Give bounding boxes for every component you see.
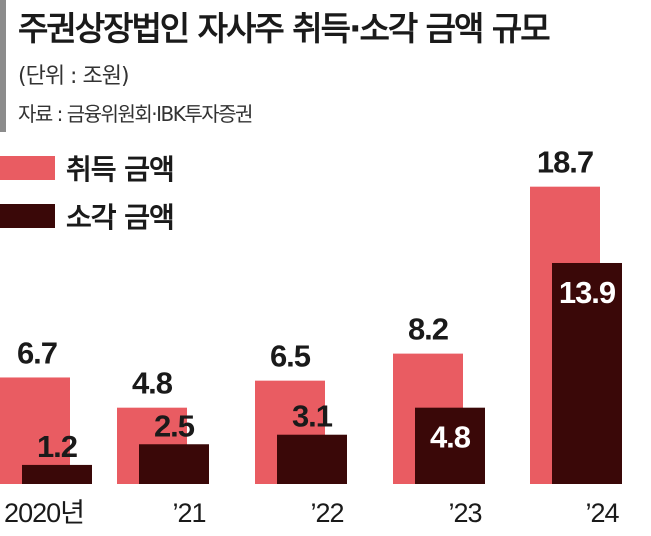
bar-cancellation xyxy=(277,434,347,484)
data-label-acquisition: 8.2 xyxy=(408,312,448,347)
x-tick-label: ’24 xyxy=(585,498,619,528)
data-label-acquisition: 6.7 xyxy=(17,335,57,370)
data-label-acquisition: 4.8 xyxy=(132,366,173,401)
legend-swatch-acquisition xyxy=(0,156,55,180)
data-label-cancellation: 13.9 xyxy=(559,275,616,310)
unit-label: (단위 : 조원) xyxy=(18,64,130,89)
x-tick-label: ’23 xyxy=(448,498,481,528)
legend-label-acquisition: 취득 금액 xyxy=(66,153,175,186)
bar-cancellation xyxy=(22,464,92,484)
bar-cancellation xyxy=(139,444,209,484)
data-label-acquisition: 18.7 xyxy=(537,145,593,180)
data-label-acquisition: 6.5 xyxy=(270,339,311,374)
bar-cancellation xyxy=(415,407,485,484)
bar-cancellation xyxy=(552,262,622,484)
title-accent-bar xyxy=(0,0,6,132)
data-label-cancellation: 3.1 xyxy=(292,399,333,434)
source-label: 자료 : 금융위원회·IBK투자증권 xyxy=(18,102,253,126)
data-label-cancellation: 4.8 xyxy=(430,420,471,455)
data-label-cancellation: 1.2 xyxy=(37,429,77,464)
legend-label-cancellation: 소각 금액 xyxy=(66,201,175,234)
legend-swatch-cancellation xyxy=(0,204,55,228)
chart-title: 주권상장법인 자사주 취득·소각 금액 규모 xyxy=(18,9,551,48)
data-label-cancellation: 2.5 xyxy=(154,408,195,443)
x-tick-label: 2020년 xyxy=(4,498,84,528)
x-tick-label: ’22 xyxy=(310,498,343,528)
x-tick-label: ’21 xyxy=(172,498,205,528)
